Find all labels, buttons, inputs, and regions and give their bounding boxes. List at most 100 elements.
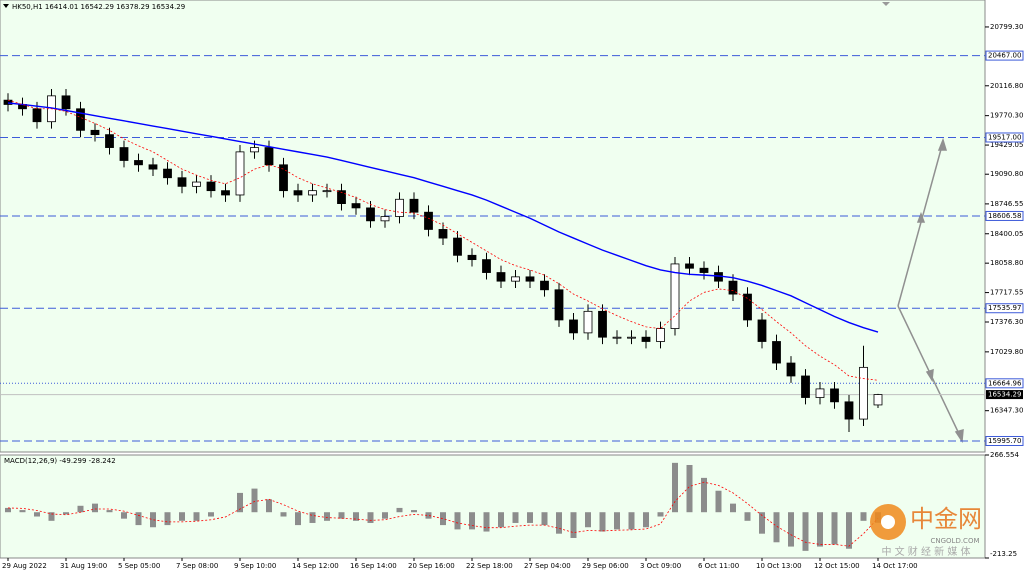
macd-bar [846,512,852,549]
moving-average [7,99,879,381]
level-label: 15995.70 [988,437,1021,445]
candle-body [467,254,477,261]
signal-line [7,481,879,547]
current-price-label: 16534.29 [988,391,1021,399]
x-tick-label: 10 Oct 13:00 [756,562,802,570]
candle-body [250,147,259,153]
macd-bar [251,488,258,513]
candle-body [757,319,767,342]
candle-body [163,168,172,179]
y-tick-label: 16347.30 [990,407,1023,415]
macd-bar [541,512,548,526]
candle-body [482,259,491,273]
candle-body [786,362,796,377]
macd-bar [599,512,606,532]
candle-body [598,310,607,338]
x-tick-label: 29 Sep 06:00 [582,562,629,570]
x-tick-label: 6 Oct 11:00 [698,562,739,570]
arrow-head [937,137,948,151]
candle-body [438,229,448,239]
candle-body [90,129,100,136]
macd-bar [614,512,620,530]
macd-bar [483,512,490,532]
arrow-head [916,211,926,223]
macd-bar [744,512,751,521]
macd-bar [193,512,200,521]
macd-bar [63,512,69,515]
candle-body [641,336,651,342]
macd-bar [454,512,461,530]
x-tick-label: 14 Sep 12:00 [292,562,339,570]
macd-bar [672,462,678,513]
macd-bar [77,505,84,513]
level-label-box [985,50,1024,61]
candle-body [743,293,752,321]
macd-bar [280,512,287,517]
candle-body [656,328,665,342]
x-tick-label: 16 Sep 14:00 [350,562,397,570]
x-tick-label: 9 Sep 10:00 [234,562,276,570]
candle-body [322,190,332,193]
current-price-box [986,390,1023,400]
candle-body [279,164,288,192]
macd-bar [527,512,533,523]
macd-bar [135,512,142,526]
moving-average [7,102,879,333]
macd-bar [396,507,403,513]
macd-bar [367,512,374,523]
candle-body [409,198,419,213]
candle-body [859,366,868,420]
forecast-arrows [897,137,964,444]
candle-body [873,394,883,406]
y-tick-label: 19770.30 [990,112,1023,120]
macd-bar [498,512,504,528]
candle-body [801,375,810,398]
arrow-up [897,141,944,307]
candle-body [119,147,129,161]
candle-body [670,263,680,329]
candle-body [308,190,317,196]
logo-site: CNGOLD.COM [930,537,979,545]
macd-bar [643,512,649,528]
macd-bar [121,512,127,519]
x-tick-label: 14 Oct 17:00 [872,562,918,570]
y-tick-label: 18746.55 [990,200,1023,208]
macd-bar [295,512,301,526]
macd-bar [237,492,243,513]
macd-bar [686,464,693,513]
candle-body [264,147,274,166]
candle-body [61,95,71,110]
macd-bar [309,512,316,523]
macd-bar [106,510,113,513]
macd-bar [773,512,780,543]
macd-bar [715,490,722,513]
macd-bar [48,512,55,521]
y-tick-label: 17376.30 [990,318,1023,326]
x-tick-label: 22 Sep 18:00 [466,562,513,570]
candle-body [76,108,85,131]
macd-bar [382,512,388,519]
macd-bar [34,512,40,517]
macd-bar [440,512,446,526]
macd-bar [817,512,823,547]
macd-bar [19,510,26,513]
candle-body [148,164,158,170]
candle-body [627,336,636,339]
x-tick-label: 20 Sep 16:00 [408,562,455,570]
y-tick-label: 18058.80 [990,259,1023,267]
level-label: 16664.96 [988,379,1022,387]
macd-bar [657,512,664,517]
candle-body [830,388,839,403]
y-tick-label: 20799.30 [990,23,1023,31]
x-tick-label: 29 Aug 2022 [2,562,47,570]
candle-body [380,216,390,222]
logo-slogan: 中 文 财 经 新 媒 体 [881,545,970,558]
candle-body [699,267,709,273]
y-tick-label: 19090.80 [990,170,1023,178]
candle-body [815,388,825,398]
level-label-box [985,378,1024,389]
candle-body [685,263,694,269]
candle-body [728,280,738,295]
